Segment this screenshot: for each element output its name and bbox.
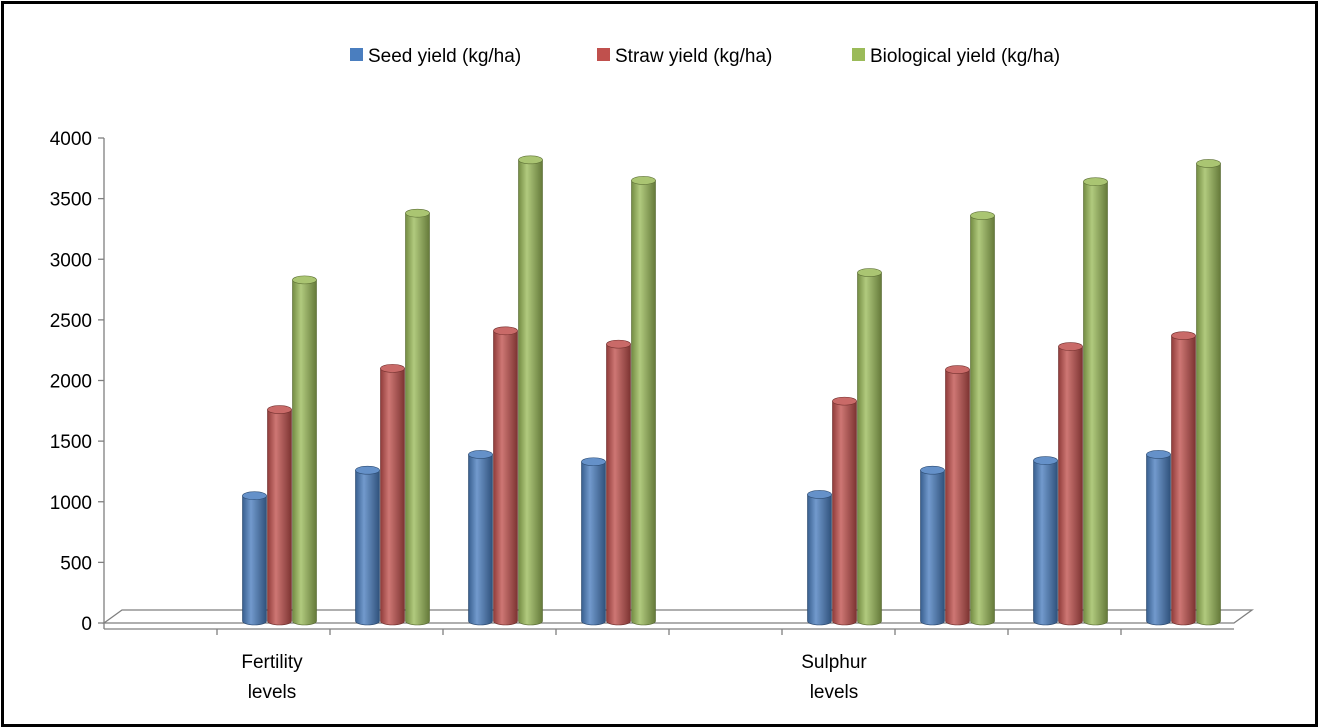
bar-seed-6: [807, 490, 832, 626]
y-tick-label: 1500: [50, 432, 92, 453]
y-tick-label: 3000: [50, 250, 92, 271]
x-category-label: levels: [810, 682, 859, 703]
legend-label: Biological yield (kg/ha): [870, 46, 1060, 67]
bar-seed-1: [242, 491, 267, 626]
y-tick-label: 2500: [50, 311, 92, 332]
bar-biological-4: [631, 176, 656, 626]
legend-swatch: [852, 48, 865, 61]
y-tick-label: 2000: [50, 372, 92, 393]
bar-seed-2: [355, 465, 380, 626]
bar-straw-8: [1058, 342, 1083, 626]
bar-biological-6: [857, 268, 882, 626]
x-category-label: Sulphur: [801, 652, 867, 673]
bar-seed-8: [1033, 456, 1058, 626]
bar-straw-7: [945, 365, 970, 626]
bar-biological-3: [518, 155, 543, 626]
y-tick-label: 4000: [50, 129, 92, 150]
bar-seed-7: [920, 465, 945, 626]
bar-seed-3: [468, 450, 493, 626]
bar-biological-2: [405, 208, 430, 626]
legend-item: Straw yield (kg/ha): [597, 46, 772, 67]
bar-biological-9: [1196, 159, 1221, 626]
bar-seed-4: [581, 457, 606, 626]
bar-seed-9: [1146, 450, 1171, 626]
legend-item: Biological yield (kg/ha): [852, 46, 1060, 67]
x-category-label: levels: [248, 682, 297, 703]
bar-straw-6: [832, 396, 857, 626]
bar-straw-4: [606, 339, 631, 626]
bar-straw-3: [493, 326, 518, 626]
legend-label: Seed yield (kg/ha): [368, 46, 521, 67]
y-tick-label: 1000: [50, 493, 92, 514]
bar-biological-1: [292, 275, 317, 626]
legend-swatch: [350, 48, 363, 61]
y-tick-label: 0: [81, 614, 92, 635]
legend-item: Seed yield (kg/ha): [350, 46, 521, 67]
bar-straw-1: [267, 405, 292, 626]
bar-biological-8: [1083, 177, 1108, 626]
legend-label: Straw yield (kg/ha): [615, 46, 772, 67]
y-tick-label: 500: [60, 553, 92, 574]
legend-swatch: [597, 48, 610, 61]
x-category-label: Fertility: [241, 652, 303, 673]
bar-straw-2: [380, 364, 405, 626]
bar-biological-7: [970, 211, 995, 626]
y-tick-label: 3500: [50, 190, 92, 211]
bar-straw-9: [1171, 331, 1196, 626]
